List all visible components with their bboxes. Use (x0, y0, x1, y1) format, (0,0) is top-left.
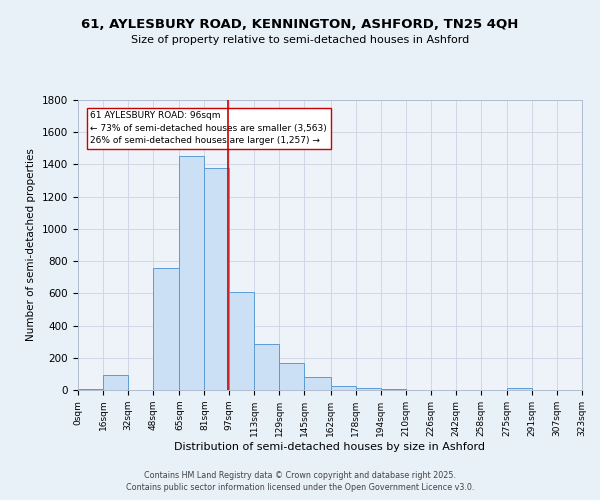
Bar (331, 386, 356, 390)
Bar (279, 362, 304, 390)
Bar (356, 388, 381, 390)
Bar (205, 168, 229, 390)
Bar (153, 268, 179, 390)
Text: 61, AYLESBURY ROAD, KENNINGTON, ASHFORD, TN25 4QH: 61, AYLESBURY ROAD, KENNINGTON, ASHFORD,… (82, 18, 518, 30)
Bar (304, 377, 331, 390)
Text: Size of property relative to semi-detached houses in Ashford: Size of property relative to semi-detach… (131, 35, 469, 45)
Bar (507, 388, 532, 390)
Text: 61 AYLESBURY ROAD: 96sqm
← 73% of semi-detached houses are smaller (3,563)
26% o: 61 AYLESBURY ROAD: 96sqm ← 73% of semi-d… (91, 112, 327, 146)
Y-axis label: Number of semi-detached properties: Number of semi-detached properties (26, 148, 37, 342)
Bar (254, 344, 279, 390)
Text: Contains HM Land Registry data © Crown copyright and database right 2025.
Contai: Contains HM Land Registry data © Crown c… (126, 471, 474, 492)
Bar (103, 374, 128, 390)
Bar (229, 292, 254, 390)
X-axis label: Distribution of semi-detached houses by size in Ashford: Distribution of semi-detached houses by … (175, 442, 485, 452)
Bar (179, 156, 205, 390)
Bar (78, 389, 103, 390)
